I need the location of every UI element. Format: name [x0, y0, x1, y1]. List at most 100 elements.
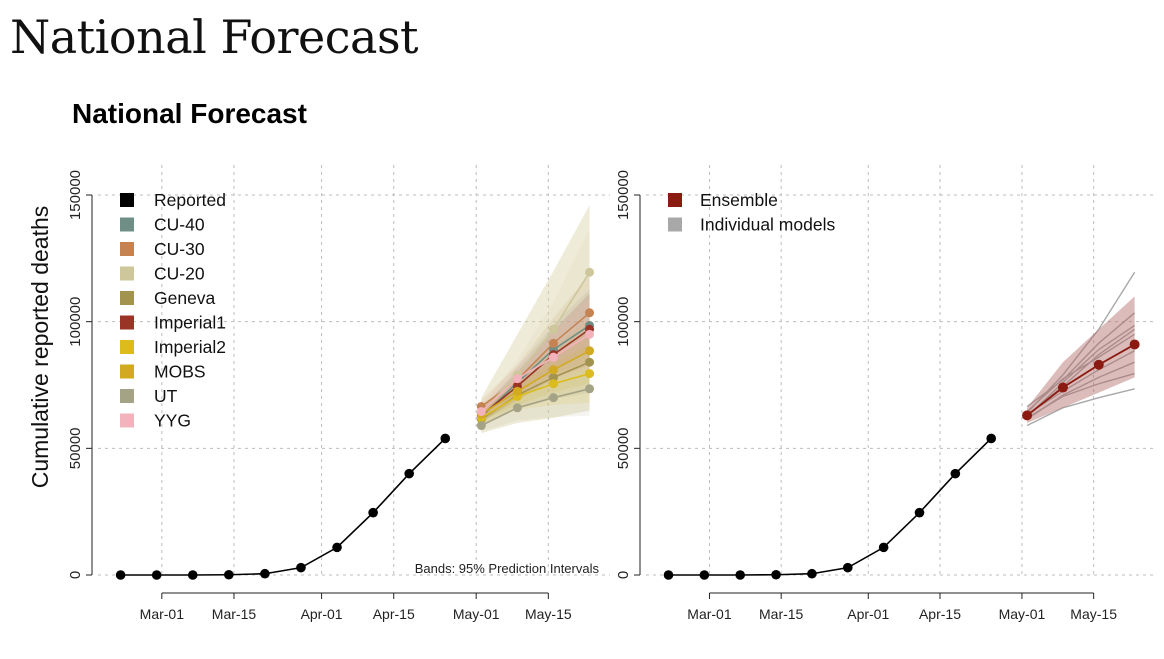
y-axis-label: Cumulative reported deaths [27, 206, 53, 489]
reported-point [663, 570, 674, 580]
individual-model-line [1026, 372, 1135, 419]
reported-point [807, 568, 817, 579]
series-reported [115, 433, 451, 580]
series-band-cu-30 [481, 274, 590, 414]
ensemble-point [1057, 382, 1068, 393]
legend-swatch [668, 193, 682, 207]
chart-panel-2: 0 50000 100000 150000 Mar-01 Mar-15 Apr-01 Apr-… [615, 165, 1155, 622]
reported-point [404, 468, 414, 479]
reported-point [950, 468, 961, 479]
series-point [512, 403, 522, 413]
legend-swatch [120, 266, 134, 281]
series-band-imperial1 [481, 293, 590, 422]
reported-point [368, 507, 378, 518]
ensemble-point [1093, 359, 1104, 370]
ensemble-point [1129, 339, 1140, 350]
legend-swatch [120, 389, 134, 403]
reported-point [986, 433, 997, 444]
y-tick-label: 0 [67, 571, 84, 579]
reported-point [151, 570, 162, 580]
individual-model-line [1026, 388, 1135, 427]
series-reported [663, 433, 997, 580]
legend: Ensemble Individual models [668, 190, 835, 235]
y-tick-label: 100000 [615, 297, 632, 347]
individual-models [1026, 271, 1136, 427]
y-axis: 0 50000 100000 150000 Cumulative reported de… [27, 170, 93, 579]
legend-label: CU-20 [154, 264, 205, 284]
reported-line [668, 437, 992, 576]
prediction-band [481, 205, 590, 434]
legend-swatch [120, 364, 134, 379]
individual-model-line [1026, 350, 1135, 415]
series-point [512, 374, 522, 384]
series-point [548, 324, 558, 334]
individual-model-line [1026, 324, 1136, 418]
series-point [548, 379, 558, 389]
reported-point [771, 569, 781, 580]
y-tick-label: 100000 [67, 297, 84, 347]
series-ensemble [1022, 339, 1140, 421]
legend-swatch [120, 413, 134, 428]
series-point [512, 386, 522, 396]
x-tick-label: May-15 [525, 606, 572, 622]
reported-point [260, 568, 270, 579]
x-tick-label: Mar-15 [212, 606, 257, 622]
legend-swatch [120, 291, 134, 305]
figure-title: National Forecast [72, 98, 307, 129]
legend: Reported CU-40 CU-30 CU-20 Geneva Imperial1 Im… [120, 190, 226, 431]
y-tick-label: 50000 [67, 427, 84, 469]
series-band-cu-40 [481, 289, 590, 423]
series-point [585, 329, 595, 339]
series-band-yyg [481, 299, 590, 419]
legend-label: CU-40 [154, 215, 205, 235]
legend-label: Ensemble [700, 190, 778, 210]
reported-point [332, 542, 342, 553]
x-tick-label: May-01 [999, 606, 1046, 622]
series-line [480, 372, 590, 419]
reported-line [120, 437, 446, 576]
series-point [548, 365, 558, 375]
page-title: National Forecast [10, 10, 419, 64]
ensemble-point [1022, 410, 1033, 421]
bands-note: Bands: 95% Prediction Intervals [415, 561, 600, 576]
reported-point [914, 507, 925, 518]
series-point [585, 384, 595, 394]
series-point [548, 352, 558, 362]
x-tick-label: Apr-01 [301, 606, 343, 622]
individual-model-line [1026, 333, 1136, 413]
reported-point [187, 570, 198, 580]
x-tick-label: May-15 [1070, 606, 1117, 622]
x-tick-label: Mar-15 [759, 606, 804, 622]
reported-point [878, 542, 889, 553]
series-point [548, 393, 558, 403]
legend-swatch [120, 217, 134, 232]
series-line [480, 333, 590, 413]
reported-point [224, 569, 234, 580]
individual-model-line [1026, 271, 1136, 414]
legend-swatch [120, 340, 134, 354]
series-line [480, 324, 590, 418]
legend-swatch [120, 193, 134, 207]
series-point [548, 372, 558, 382]
legend-label: CU-30 [154, 239, 205, 259]
legend-label: Individual models [700, 215, 835, 235]
y-tick-label: 50000 [615, 427, 632, 469]
legend-label: Imperial1 [154, 313, 226, 333]
x-tick-label: Apr-15 [919, 606, 961, 622]
series-line [480, 388, 590, 427]
ensemble-line [1026, 343, 1136, 417]
series-yyg [476, 329, 595, 417]
y-axis: 0 50000 100000 150000 [615, 170, 641, 579]
legend-swatch [120, 242, 134, 256]
series-band-cu-20 [481, 228, 590, 420]
legend-swatch [120, 315, 134, 330]
chart-panel-1: 0 50000 100000 150000 Cumulative reported de… [27, 165, 610, 622]
reported-point [440, 433, 451, 444]
legend-label: MOBS [154, 362, 206, 382]
x-axis: Mar-01 Mar-15 Apr-01 Apr-15 May-01 May-15 [687, 592, 1117, 622]
legend-label: UT [154, 386, 178, 406]
reported-point [842, 562, 853, 573]
series-point [585, 369, 595, 379]
series-line [480, 350, 590, 415]
